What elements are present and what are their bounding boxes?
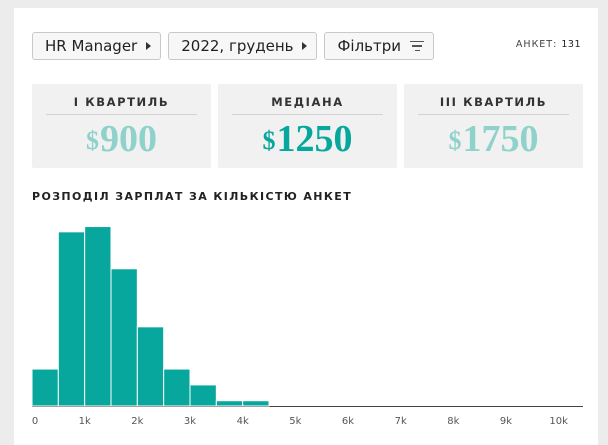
currency-symbol: $	[448, 126, 462, 155]
stat-number: 1750	[462, 118, 539, 160]
currency-symbol: $	[262, 126, 276, 155]
period-label: 2022, грудень	[181, 37, 294, 55]
histogram-bar	[163, 368, 191, 407]
x-tick-label: 3k	[184, 416, 196, 427]
stat-label: I КВАРТИЛЬ	[73, 95, 170, 109]
stat-number: 1250	[276, 118, 353, 160]
x-tick-label: 9k	[500, 416, 512, 427]
stat-third-quartile: III КВАРТИЛЬ $1750	[404, 84, 583, 168]
stat-value: $1250	[218, 117, 397, 161]
responses-label: АНКЕТ:	[515, 39, 558, 50]
filter-icon	[410, 40, 424, 52]
stat-divider	[232, 114, 383, 115]
salary-histogram: 0 1k 2k 3k 4k 5k 6k 7k 8k 9k 10k	[31, 226, 583, 427]
x-tick-label: 2k	[131, 416, 143, 427]
x-tick-label: 7k	[395, 416, 407, 427]
x-tick-label: 4k	[237, 416, 249, 427]
histogram-bar	[242, 400, 270, 407]
histogram-bar	[84, 226, 112, 407]
stat-value: $1750	[404, 117, 583, 161]
histogram-bar	[31, 368, 59, 407]
x-tick-label: 8k	[447, 416, 459, 427]
histogram-bar	[110, 268, 138, 407]
x-tick-label: 0	[32, 416, 38, 427]
stat-label: МЕДІАНА	[271, 95, 344, 109]
x-tick-label: 6k	[342, 416, 354, 427]
stat-value: $900	[32, 117, 211, 161]
x-tick-label: 1k	[79, 416, 91, 427]
x-tick-label: 5k	[289, 416, 301, 427]
caret-right-icon	[146, 42, 152, 50]
x-tick-label: 10k	[549, 416, 568, 427]
currency-symbol: $	[86, 126, 99, 155]
histogram-bar	[215, 400, 244, 407]
histogram-bar	[189, 384, 217, 407]
stat-divider	[46, 114, 197, 115]
responses-value: 131	[561, 39, 581, 50]
position-dropdown[interactable]: HR Manager	[32, 32, 162, 60]
filters-button[interactable]: Фільтри	[324, 32, 434, 60]
chart-title: РОЗПОДІЛ ЗАРПЛАТ ЗА КІЛЬКІСТЮ АНКЕТ	[32, 190, 353, 203]
filters-label: Фільтри	[337, 37, 401, 55]
stat-number: 900	[100, 118, 157, 160]
salary-card: HR Manager 2022, грудень Фільтри АНКЕТ: …	[14, 8, 598, 445]
filter-toolbar: HR Manager 2022, грудень Фільтри	[32, 32, 434, 60]
caret-right-icon	[302, 42, 308, 50]
stat-first-quartile: I КВАРТИЛЬ $900	[32, 84, 211, 168]
position-label: HR Manager	[45, 37, 138, 55]
stat-divider	[418, 114, 569, 115]
responses-count: АНКЕТ: 131	[516, 39, 581, 50]
histogram-bar	[136, 326, 165, 407]
histogram-bar	[57, 231, 86, 407]
stat-median: МЕДІАНА $1250	[218, 84, 397, 168]
period-dropdown[interactable]: 2022, грудень	[168, 32, 318, 60]
stats-row: I КВАРТИЛЬ $900 МЕДІАНА $1250 III КВАРТИ…	[32, 84, 583, 168]
stat-label: III КВАРТИЛЬ	[439, 95, 548, 109]
